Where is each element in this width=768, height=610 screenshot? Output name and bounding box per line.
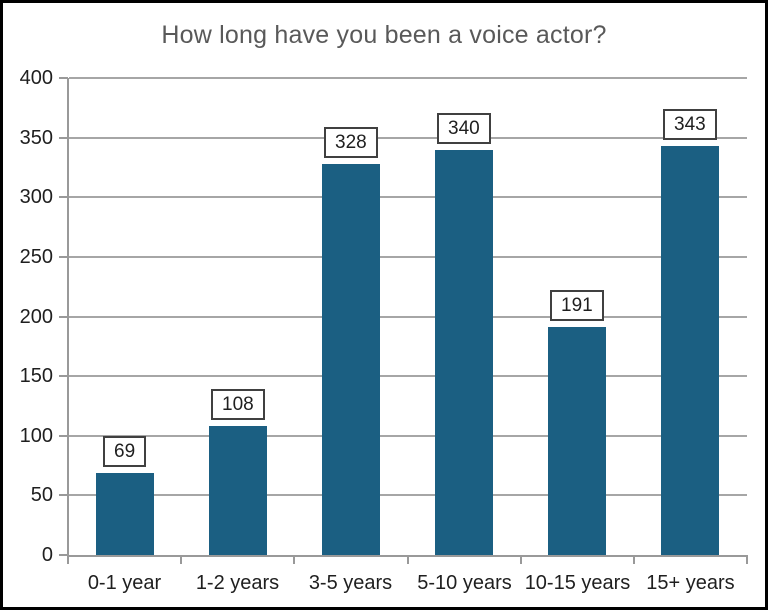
y-tick-label: 300 xyxy=(19,186,53,209)
x-category-label: 10-15 years xyxy=(524,572,631,594)
y-axis-tick xyxy=(59,494,68,497)
bar-value-label: 69 xyxy=(103,436,147,467)
y-gridline xyxy=(69,375,747,378)
y-gridline xyxy=(69,136,747,139)
bar xyxy=(209,426,267,555)
chart-title: How long have you been a voice actor? xyxy=(161,21,607,49)
bar-value-label: 328 xyxy=(324,127,378,158)
y-axis-tick xyxy=(59,434,68,437)
bar-value-label: 108 xyxy=(211,389,265,420)
x-axis-tick xyxy=(67,557,69,564)
bar-value-label: 343 xyxy=(663,109,717,140)
bar-value-label: 340 xyxy=(437,113,491,144)
plot-area: 0 50 100 150 200 250 300 350 400 0-1 year 1-2 year… xyxy=(3,3,765,607)
bar xyxy=(322,164,380,555)
y-axis-tick xyxy=(59,77,68,79)
x-category-label: 3-5 years xyxy=(308,572,393,594)
bar xyxy=(435,150,493,555)
y-axis-tick xyxy=(59,375,68,378)
y-tick-label: 150 xyxy=(19,365,53,388)
x-category-label: 15+ years xyxy=(646,572,735,594)
y-gridline xyxy=(69,255,747,258)
y-tick-label: 0 xyxy=(41,544,53,566)
y-tick-label: 100 xyxy=(19,424,53,447)
y-gridline xyxy=(69,315,747,318)
x-category-label: 1-2 years xyxy=(195,572,280,594)
bar-value-label: 191 xyxy=(550,290,604,321)
bar xyxy=(661,146,719,555)
bar xyxy=(548,327,606,555)
x-axis-tick xyxy=(633,557,635,564)
x-axis-tick xyxy=(746,557,748,564)
y-tick-label: 350 xyxy=(19,126,53,149)
y-tick-label: 200 xyxy=(19,305,53,328)
y-axis-tick xyxy=(59,136,68,139)
y-axis-tick xyxy=(59,315,68,318)
y-tick-label: 50 xyxy=(30,484,53,507)
y-gridline xyxy=(69,494,747,497)
x-category-label: 5-10 years xyxy=(417,572,512,594)
x-axis-tick xyxy=(520,557,522,564)
y-axis-tick xyxy=(59,255,68,258)
y-axis-line xyxy=(67,78,69,557)
x-axis-line xyxy=(67,555,748,557)
y-gridline xyxy=(69,196,747,199)
x-axis-tick xyxy=(407,557,409,564)
x-axis-tick xyxy=(180,557,182,564)
x-category-label: 0-1 year xyxy=(87,572,162,594)
y-gridline xyxy=(69,434,747,437)
bar xyxy=(96,473,154,555)
y-tick-label: 250 xyxy=(19,245,53,268)
y-gridline xyxy=(69,77,747,79)
y-tick-label: 400 xyxy=(19,67,53,89)
x-axis-tick xyxy=(293,557,295,564)
y-axis-tick xyxy=(59,554,68,556)
y-axis-tick xyxy=(59,196,68,199)
